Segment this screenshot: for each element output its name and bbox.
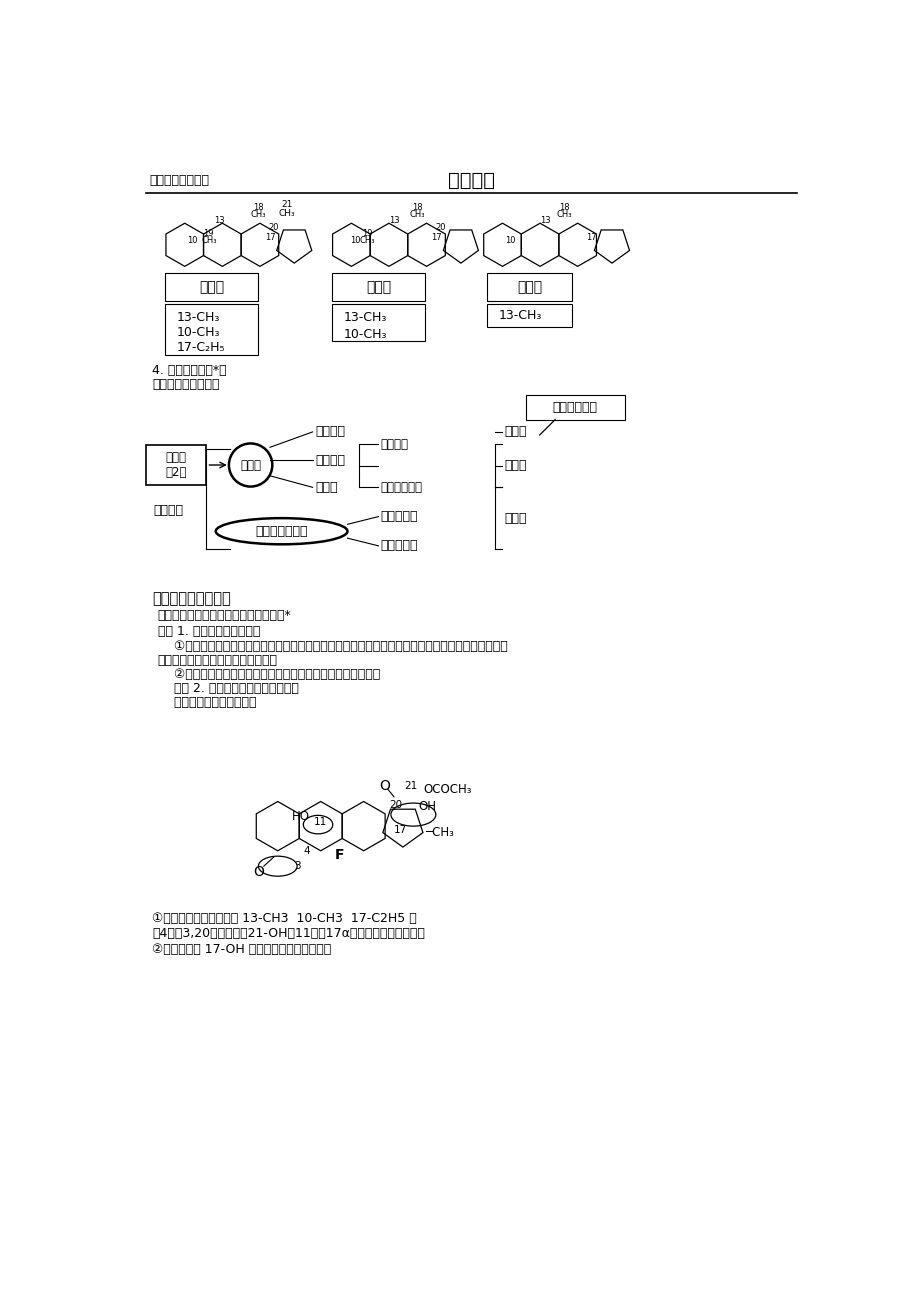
Text: ②盐皮质激素（影响电解质代谢，促使钠的潴留和钾的排泄）: ②盐皮质激素（影响电解质代谢，促使钠的潴留和钾的排泄） bbox=[157, 668, 380, 681]
Text: 10-CH₃: 10-CH₃ bbox=[176, 326, 221, 339]
Text: 雌性激素: 雌性激素 bbox=[314, 426, 345, 439]
Text: 4. 按作用分两类*：: 4. 按作用分两类*： bbox=[152, 363, 227, 376]
Text: CH₃: CH₃ bbox=[409, 210, 425, 219]
Text: CH₃: CH₃ bbox=[250, 210, 266, 219]
Bar bbox=[165, 305, 258, 355]
Text: 10: 10 bbox=[349, 237, 360, 246]
Text: 雄甾烷: 雄甾烷 bbox=[366, 280, 391, 294]
Text: 孕甾烷: 孕甾烷 bbox=[199, 280, 224, 294]
Bar bbox=[165, 273, 258, 301]
Text: 考点：按作用分２类: 考点：按作用分２类 bbox=[152, 379, 220, 392]
Text: 3: 3 bbox=[293, 861, 301, 871]
Text: 17: 17 bbox=[431, 233, 441, 242]
Text: 18: 18 bbox=[559, 203, 569, 212]
Text: 雄甾烷: 雄甾烷 bbox=[505, 460, 527, 473]
Text: 17-C₂H₅: 17-C₂H₅ bbox=[176, 341, 225, 354]
Text: 雌甾烷: 雌甾烷 bbox=[505, 426, 527, 439]
Bar bbox=[486, 305, 572, 327]
Text: 21: 21 bbox=[404, 781, 417, 792]
Text: 19: 19 bbox=[361, 229, 371, 238]
Text: F: F bbox=[335, 849, 344, 862]
Text: 10: 10 bbox=[505, 237, 515, 246]
Bar bbox=[146, 445, 206, 486]
Text: 19: 19 bbox=[202, 229, 213, 238]
Text: CH₃: CH₃ bbox=[556, 210, 572, 219]
Text: 20: 20 bbox=[435, 223, 446, 232]
Text: OH: OH bbox=[418, 801, 437, 814]
Text: 考点 2. 肾上腺皮质激素结构特点：: 考点 2. 肾上腺皮质激素结构特点： bbox=[157, 682, 298, 695]
Bar bbox=[332, 273, 425, 301]
Text: O: O bbox=[253, 866, 264, 879]
Text: 孕激素: 孕激素 bbox=[314, 480, 337, 493]
Text: CH₃: CH₃ bbox=[358, 237, 374, 246]
Text: 有氢化可的松、地塞米松和泼尼松）: 有氢化可的松、地塞米松和泼尼松） bbox=[157, 654, 278, 667]
Text: 性激素: 性激素 bbox=[240, 458, 261, 471]
Text: 13: 13 bbox=[214, 216, 224, 225]
Text: 雄性激素: 雄性激素 bbox=[314, 454, 345, 467]
Text: 甾体激素: 甾体激素 bbox=[153, 504, 184, 517]
Text: ①糖皮质激素（影响糖代谢，增加肝糖原，增加对冷冻及毒素等的抵抗力，具有抗风湿作用。重点药: ①糖皮质激素（影响糖代谢，增加肝糖原，增加对冷冻及毒素等的抵抗力，具有抗风湿作用… bbox=[157, 641, 506, 654]
Text: 考点 1. 分类，按作用分为：: 考点 1. 分类，按作用分为： bbox=[157, 625, 260, 638]
Text: 13-CH₃: 13-CH₃ bbox=[176, 311, 221, 324]
Text: 基础知识: 基础知识 bbox=[448, 172, 494, 190]
Text: 初级药师考试辅导: 初级药师考试辅导 bbox=[150, 174, 210, 187]
Text: ─CH₃: ─CH₃ bbox=[425, 825, 453, 838]
Text: 13-CH₃: 13-CH₃ bbox=[498, 309, 541, 322]
Text: 20: 20 bbox=[389, 799, 402, 810]
Text: （一）肾上腺皮质激素结构特点和分类*: （一）肾上腺皮质激素结构特点和分类* bbox=[157, 609, 291, 622]
Text: 18: 18 bbox=[253, 203, 264, 212]
Text: 盐皮质激素: 盐皮质激素 bbox=[380, 539, 418, 552]
Text: 20: 20 bbox=[268, 223, 278, 232]
Text: 按结构分３类: 按结构分３类 bbox=[552, 401, 597, 414]
Text: 孕甾烷: 孕甾烷 bbox=[505, 512, 527, 525]
Text: 18: 18 bbox=[412, 203, 422, 212]
Bar bbox=[332, 305, 425, 341]
Text: 雌甾烷: 雌甾烷 bbox=[516, 280, 541, 294]
Text: 17: 17 bbox=[585, 233, 596, 242]
Text: 17: 17 bbox=[393, 825, 406, 835]
Bar bbox=[525, 395, 624, 419]
Text: 10-CH₃: 10-CH₃ bbox=[344, 328, 387, 341]
Text: 二、肾上腺皮质激素: 二、肾上腺皮质激素 bbox=[152, 591, 231, 607]
Text: 蛋白同化激素: 蛋白同化激素 bbox=[380, 480, 423, 493]
Text: 按作用
分2类: 按作用 分2类 bbox=[165, 450, 187, 479]
Text: 13: 13 bbox=[388, 216, 399, 225]
Text: CH₃: CH₃ bbox=[201, 237, 216, 246]
Text: 13: 13 bbox=[539, 216, 550, 225]
Text: CH₃: CH₃ bbox=[278, 208, 295, 217]
Text: 4: 4 bbox=[303, 846, 311, 855]
Text: 肾上腺皮质激素: 肾上腺皮质激素 bbox=[255, 525, 308, 538]
Text: HO: HO bbox=[292, 810, 310, 823]
Text: ②糖皮质激素 17-OH 是（氢化可的松为代表）: ②糖皮质激素 17-OH 是（氢化可的松为代表） bbox=[152, 943, 331, 956]
Text: 13-CH₃: 13-CH₃ bbox=[344, 311, 387, 324]
Text: 含4烯，3,20－二酮，含21-OH、11位和17α位还带有羟基或羰基氧: 含4烯，3,20－二酮，含21-OH、11位和17α位还带有羟基或羰基氧 bbox=[152, 927, 425, 940]
Text: 糖皮质激素: 糖皮质激素 bbox=[380, 510, 418, 523]
Text: OCOCH₃: OCOCH₃ bbox=[423, 783, 471, 796]
Text: （以醋酸地塞米松为例）: （以醋酸地塞米松为例） bbox=[157, 695, 255, 708]
Text: 雄性激素: 雄性激素 bbox=[380, 437, 408, 450]
Text: 17: 17 bbox=[265, 233, 275, 242]
Text: 21: 21 bbox=[281, 201, 292, 210]
Text: 10: 10 bbox=[187, 237, 198, 246]
Text: ①具孕甾烷基本母核，（ 13-CH3  10-CH3  17-C2H5 ）: ①具孕甾烷基本母核，（ 13-CH3 10-CH3 17-C2H5 ） bbox=[152, 911, 416, 924]
Bar bbox=[486, 273, 572, 301]
Text: 11: 11 bbox=[313, 818, 326, 827]
Text: O: O bbox=[379, 779, 390, 793]
